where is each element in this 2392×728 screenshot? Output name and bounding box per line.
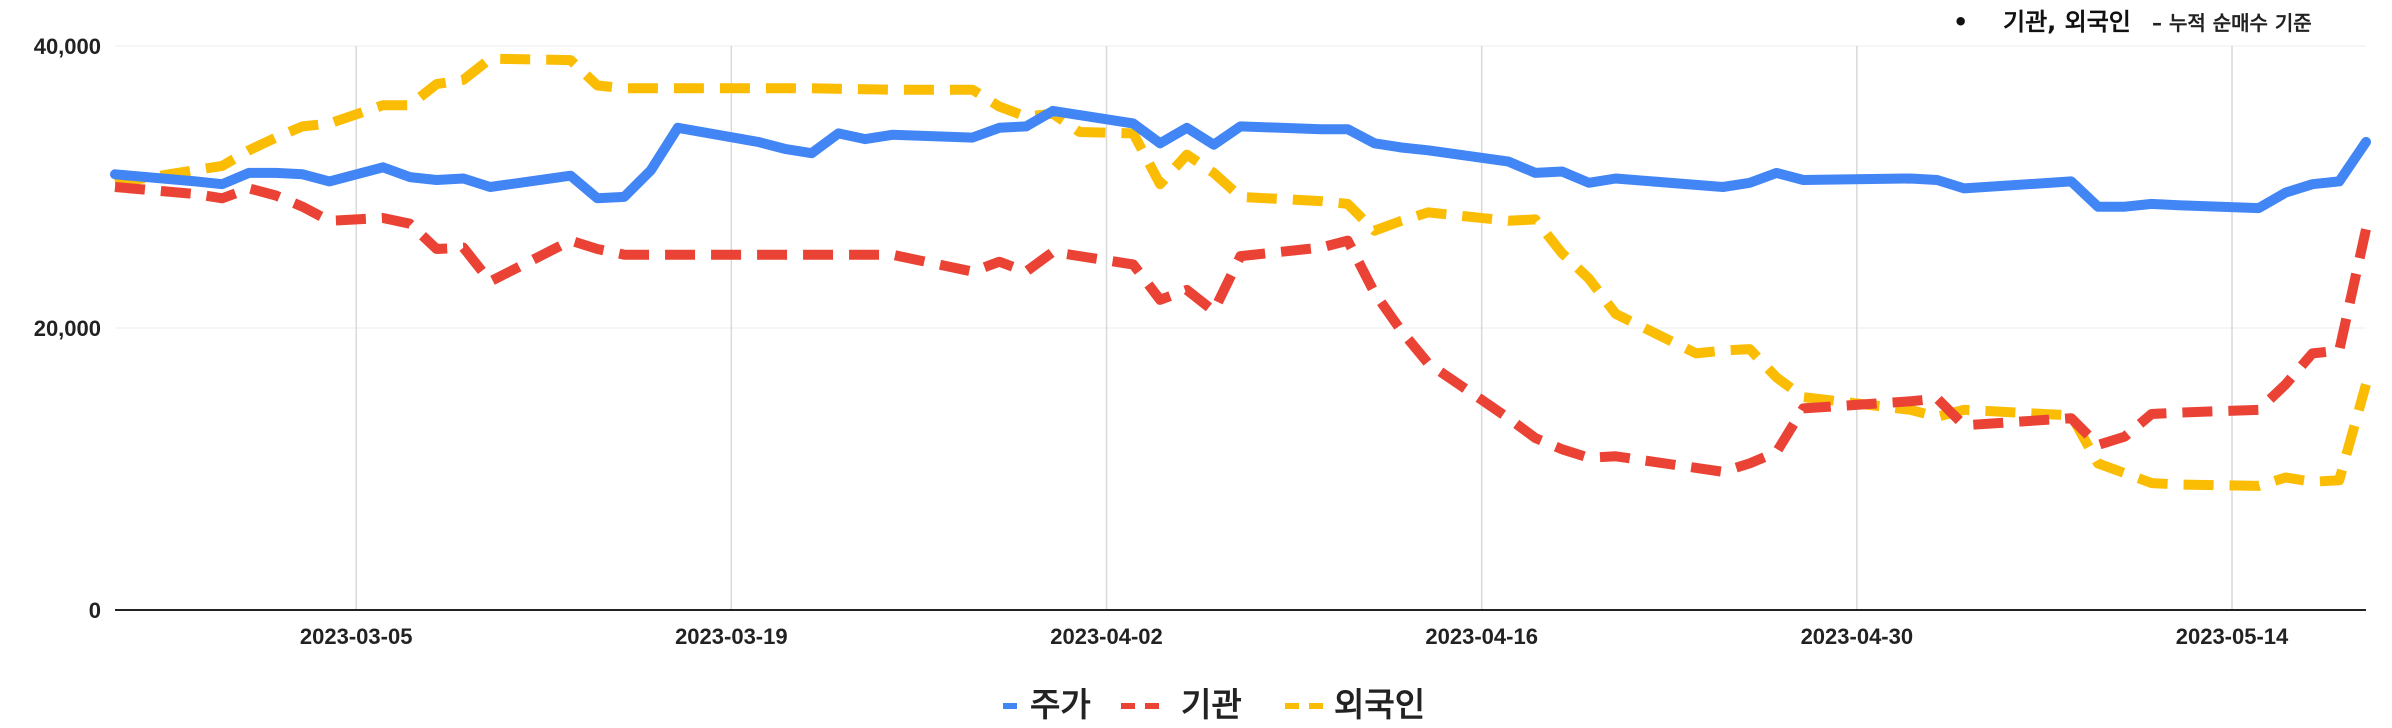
x-tick-label: 2023-04-16 (1425, 624, 1538, 649)
y-tick-label: 20,000 (34, 316, 101, 341)
series-lines (110, 53, 2371, 491)
legend-label-foreign: 외국인 (1334, 685, 1425, 724)
y-axis-labels: 0 20,000 40,000 (34, 34, 101, 623)
x-axis-labels: 2023-03-05 2023-03-19 2023-04-02 2023-04-16… (300, 624, 2289, 649)
x-tick-label: 2023-03-05 (300, 624, 413, 649)
legend-item-price[interactable]: 주가 (1003, 685, 1091, 724)
annotation-main-text: 기관, 외국인 (2003, 8, 2131, 36)
y-tick-label: 40,000 (34, 34, 101, 59)
annotation-note: • 기관, 외국인 – 누적 순매수 기준 (1953, 8, 2312, 36)
chart-legend: 주가 기관 외국인 (1003, 685, 1425, 724)
x-tick-label: 2023-04-30 (1801, 624, 1914, 649)
series-line-price (110, 105, 2371, 214)
x-tick-label: 2023-04-02 (1050, 624, 1163, 649)
legend-item-foreign[interactable]: 외국인 (1285, 685, 1425, 724)
x-tick-label: 2023-03-19 (675, 624, 788, 649)
y-tick-label: 0 (89, 598, 101, 623)
x-tick-label: 2023-05-14 (2176, 624, 2289, 649)
series-line-foreign (114, 53, 2371, 491)
annotation-sub-text: – 누적 순매수 기준 (2152, 11, 2312, 35)
series-line-institution (114, 182, 2371, 477)
legend-item-institution[interactable]: 기관 (1121, 685, 1242, 724)
annotation-bullet: • (1953, 8, 1968, 36)
legend-label-institution: 기관 (1181, 685, 1242, 724)
legend-label-price: 주가 (1030, 685, 1091, 724)
grid-lines (115, 45, 2366, 610)
